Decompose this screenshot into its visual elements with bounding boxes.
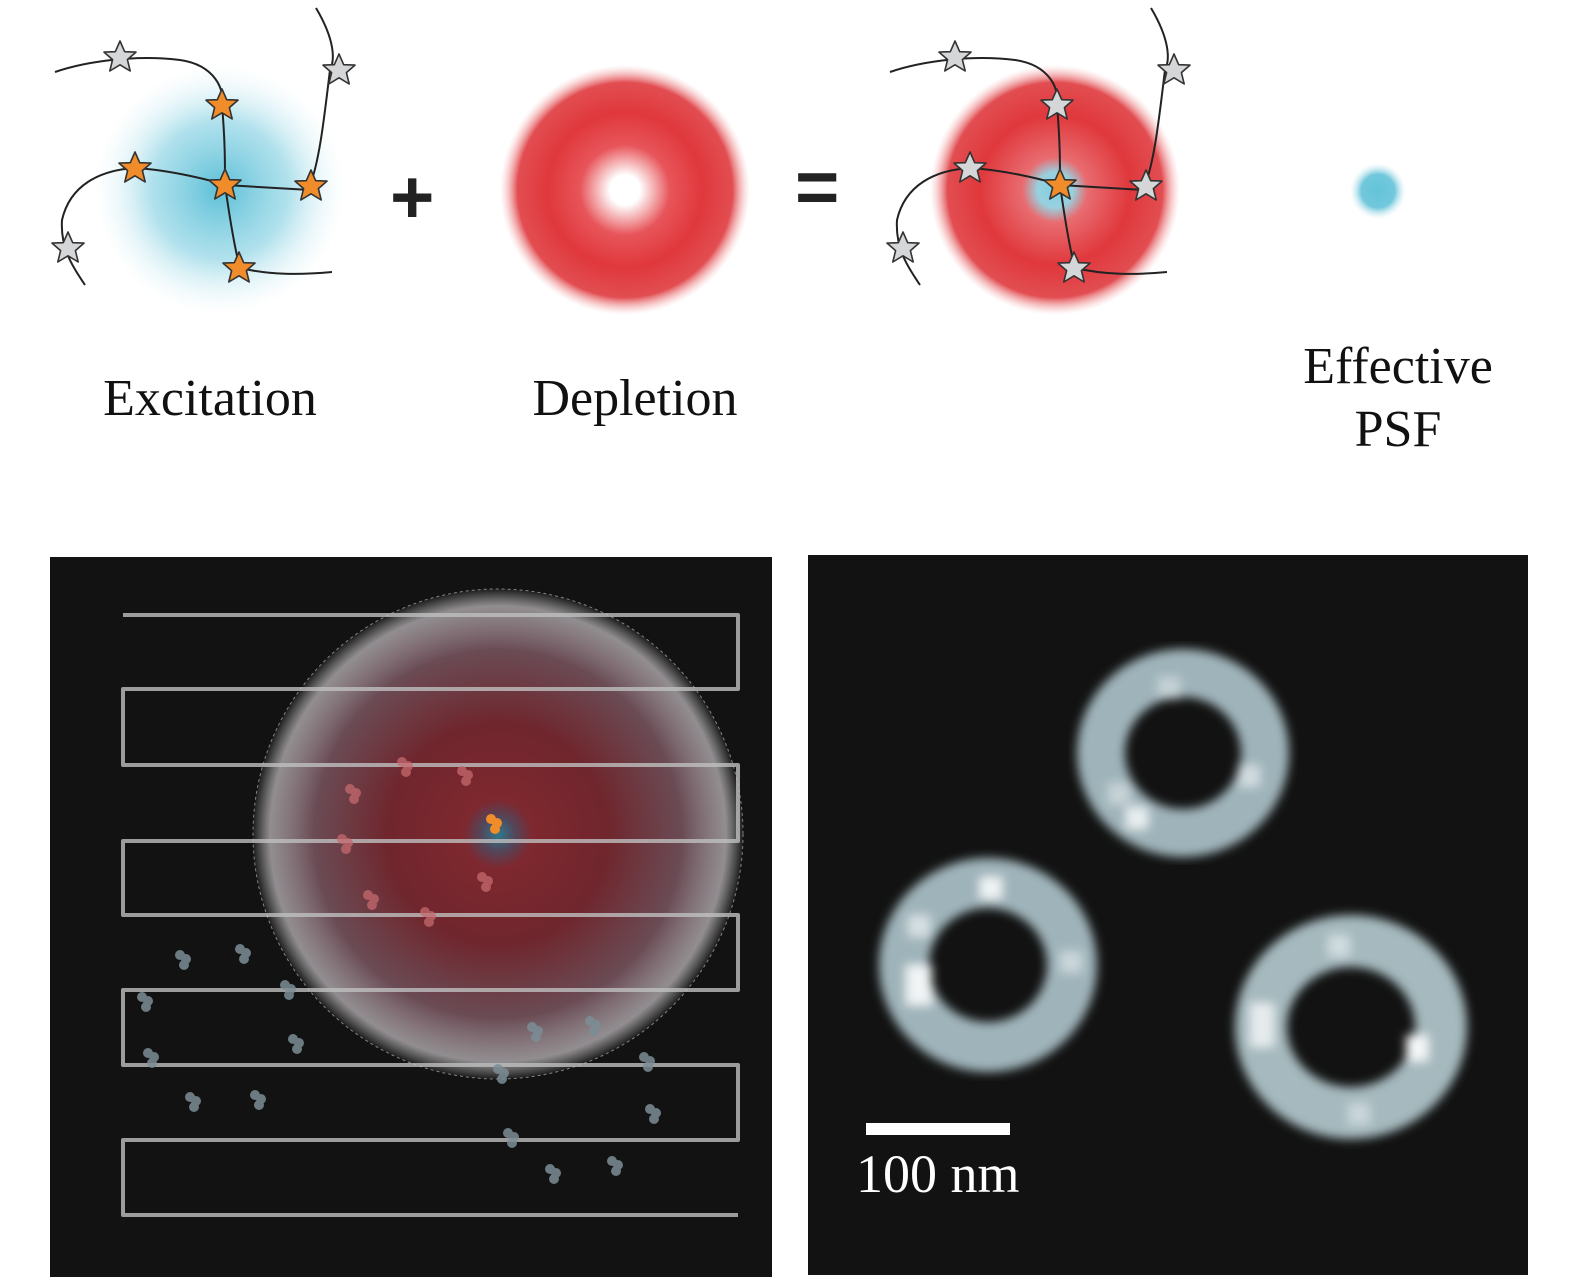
excitation-illustration xyxy=(30,0,370,330)
plus-icon: + xyxy=(390,155,435,240)
scale-bar xyxy=(866,1123,1010,1135)
equals-icon: = xyxy=(795,145,840,230)
ring-structure-lower-left xyxy=(137,944,304,1112)
depletion-donut xyxy=(500,65,750,315)
depletion-label: Depletion xyxy=(532,370,738,427)
ring-image-3 xyxy=(1235,915,1467,1139)
scan-panel xyxy=(50,557,772,1277)
excitation-label: Excitation xyxy=(103,370,317,427)
effective-psf-dot xyxy=(1350,163,1406,219)
combined-illustration xyxy=(865,0,1205,330)
ring-image-2 xyxy=(879,858,1097,1072)
scale-bar-label: 100 nm xyxy=(856,1144,1020,1204)
effective-psf-label: Effective PSF xyxy=(1303,338,1493,459)
ring-image-1 xyxy=(1077,649,1289,857)
scan-psf-spot xyxy=(253,589,743,1079)
sted-image-panel: 100 nm xyxy=(808,555,1528,1275)
